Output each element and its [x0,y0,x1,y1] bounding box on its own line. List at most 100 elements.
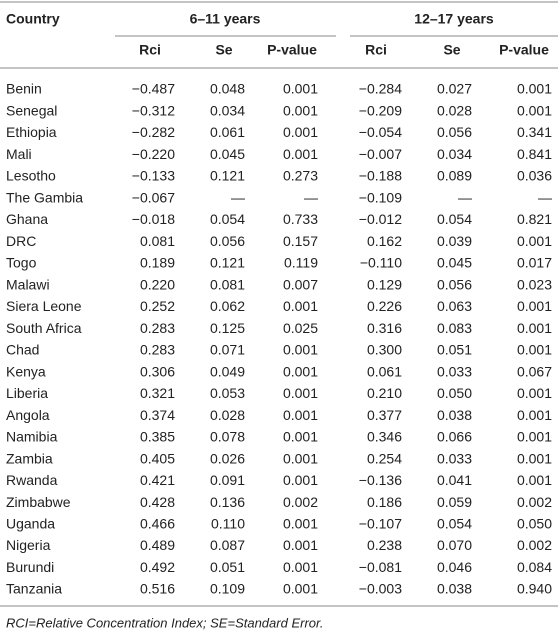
cell: 0.428 [140,494,175,510]
cell: 0.001 [283,581,318,597]
cell: −0.067 [132,189,175,205]
cell: 0.071 [210,342,245,358]
cell: 0.061 [210,124,245,140]
cell: 0.059 [437,494,472,510]
cell: 0.283 [140,342,175,358]
cell: −0.220 [132,146,175,162]
country: Ghana [6,211,48,227]
cell: 0.136 [210,494,245,510]
cell: 0.001 [283,102,318,118]
cell: 0.121 [210,168,245,184]
cell: −0.487 [132,81,175,97]
cell: 0.045 [210,146,245,162]
cell: 0.001 [283,385,318,401]
cell: −0.018 [132,211,175,227]
cell: −0.003 [359,581,402,597]
cell: 0.001 [283,516,318,532]
country: Namibia [6,429,58,445]
cell: 0.001 [283,81,318,97]
country: Mali [6,146,32,162]
cell: 0.056 [437,276,472,292]
cell: 0.300 [367,342,402,358]
cell: 0.733 [283,211,318,227]
country: Lesotho [6,168,56,184]
cell: −0.081 [359,559,402,575]
cell: −0.136 [359,472,402,488]
cell: — [538,189,552,205]
cell: 0.001 [517,81,552,97]
cell: 0.027 [437,81,472,97]
cell: 0.220 [140,276,175,292]
cell: 0.238 [367,537,402,553]
cell: −0.054 [359,124,402,140]
cell: 0.067 [517,363,552,379]
cell: 0.385 [140,429,175,445]
cell: 0.001 [517,407,552,423]
cell: 0.081 [140,233,175,249]
cell: 0.316 [367,320,402,336]
cell: 0.001 [517,233,552,249]
country: Togo [6,255,37,271]
cell: 0.492 [140,559,175,575]
cell: 0.007 [283,276,318,292]
country: Malawi [6,276,50,292]
cell: 0.078 [210,429,245,445]
cell: 0.121 [210,255,245,271]
footnote: RCI=Relative Concentration Index; SE=Sta… [6,615,323,630]
country: Burundi [6,559,54,575]
column-header: Rci [139,42,161,58]
cell: 0.210 [367,385,402,401]
cell: 0.028 [437,102,472,118]
cell: 0.002 [517,494,552,510]
cell: 0.001 [283,407,318,423]
column-header: Se [443,42,460,58]
cell: 0.157 [283,233,318,249]
country: South Africa [6,320,82,336]
country: Angola [6,407,50,423]
cell: 0.002 [517,537,552,553]
cell: 0.041 [437,472,472,488]
header: 6–11 years [190,11,261,27]
cell: 0.001 [283,298,318,314]
cell: 0.051 [210,559,245,575]
cell: 0.056 [437,124,472,140]
cell: 0.254 [367,450,402,466]
cell: 0.023 [517,276,552,292]
country: Nigeria [6,537,51,553]
cell: 0.048 [210,81,245,97]
cell: 0.051 [437,342,472,358]
cell: 0.186 [367,494,402,510]
cell: 0.189 [140,255,175,271]
cell: 0.062 [210,298,245,314]
cell: 0.119 [284,255,318,271]
cell: 0.162 [367,233,402,249]
cell: −0.209 [359,102,402,118]
cell: −0.007 [359,146,402,162]
cell: 0.017 [517,255,552,271]
cell: 0.091 [210,472,245,488]
column-header: Rci [365,42,387,58]
cell: 0.001 [517,102,552,118]
cell: 0.054 [210,211,245,227]
cell: 0.039 [437,233,472,249]
cell: 0.063 [437,298,472,314]
country: Siera Leone [6,298,82,314]
column-header: P-value [267,42,317,58]
cell: 0.001 [283,429,318,445]
cell: 0.110 [211,516,245,532]
cell: 0.109 [210,581,245,597]
cell: 0.061 [367,363,402,379]
cell: 0.038 [437,581,472,597]
country: Kenya [6,363,46,379]
cell: 0.026 [210,450,245,466]
cell: 0.066 [437,429,472,445]
cell: 0.001 [517,320,552,336]
cell: 0.033 [437,450,472,466]
cell: 0.001 [517,342,552,358]
cell: −0.312 [132,102,175,118]
cell: 0.001 [283,472,318,488]
country: Liberia [6,385,48,401]
country: Senegal [6,102,57,118]
cell: −0.133 [132,168,175,184]
